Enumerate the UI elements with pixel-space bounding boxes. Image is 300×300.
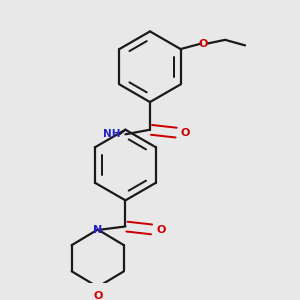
Text: O: O (199, 38, 208, 49)
Text: O: O (156, 224, 166, 235)
Text: O: O (93, 291, 103, 300)
Text: NH: NH (103, 129, 121, 139)
Text: N: N (93, 224, 102, 235)
Text: O: O (181, 128, 190, 138)
